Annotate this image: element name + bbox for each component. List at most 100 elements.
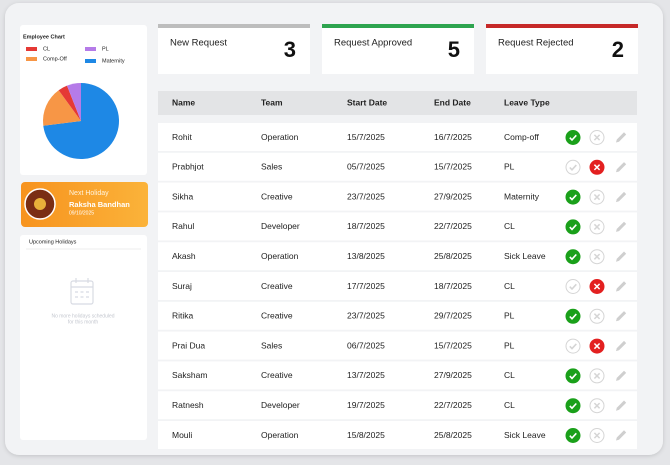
pencil-icon	[616, 251, 627, 262]
approve-circle	[565, 338, 581, 354]
edit-button[interactable]	[616, 370, 627, 381]
reject-circle	[589, 130, 605, 145]
holiday-date: 09/10/2025	[69, 210, 94, 216]
edit-button[interactable]	[616, 191, 627, 203]
pencil-icon	[616, 370, 627, 381]
empty-message: for this month	[68, 319, 99, 325]
reject-button[interactable]	[589, 249, 605, 265]
table-cell: 29/7/2025	[434, 311, 472, 321]
approve-button[interactable]	[565, 398, 581, 414]
edit-button[interactable]	[616, 251, 627, 262]
table-cell: 22/7/2025	[434, 221, 472, 231]
legend-swatch	[26, 47, 37, 51]
reject-circle	[589, 249, 605, 265]
stat-bar	[486, 24, 638, 28]
column-header: Team	[261, 97, 283, 107]
edit-button[interactable]	[616, 340, 627, 352]
pie-slice	[43, 83, 120, 159]
table-cell: 25/8/2025	[434, 251, 472, 261]
stat-label: Request Approved	[334, 38, 412, 49]
check-icon	[569, 432, 577, 440]
table-cell: 27/9/2025	[434, 370, 472, 380]
table-cell: PL	[504, 340, 515, 350]
edit-button[interactable]	[616, 221, 627, 232]
table-cell: CL	[504, 400, 515, 410]
table-cell: 13/7/2025	[347, 370, 385, 380]
approve-button[interactable]	[565, 308, 581, 324]
check-icon	[569, 373, 577, 380]
reject-button[interactable]	[589, 219, 605, 235]
table-row	[158, 301, 637, 330]
pencil-icon	[616, 162, 627, 173]
check-icon	[569, 253, 577, 261]
legend-swatch	[85, 47, 96, 51]
table-cell: Operation	[261, 132, 299, 142]
approve-button[interactable]	[565, 368, 581, 384]
table-row	[158, 421, 637, 449]
reject-button[interactable]	[589, 189, 605, 205]
table-cell: PL	[504, 311, 515, 321]
approve-button[interactable]	[565, 338, 581, 354]
approve-circle	[565, 279, 581, 294]
approve-circle	[565, 398, 581, 414]
table-header	[158, 91, 637, 115]
table-cell: Creative	[261, 370, 293, 380]
approve-button[interactable]	[565, 279, 581, 294]
edit-button[interactable]	[616, 132, 627, 143]
check-icon	[569, 313, 577, 320]
approve-button[interactable]	[565, 249, 581, 265]
legend-swatch	[26, 57, 37, 61]
table-cell: Mouli	[172, 430, 192, 440]
reject-circle	[589, 189, 605, 205]
reject-button[interactable]	[589, 428, 605, 443]
reject-button[interactable]	[589, 308, 605, 324]
x-icon	[593, 313, 601, 320]
approve-circle	[565, 308, 581, 324]
table-row	[158, 152, 637, 181]
stat-label: Request Rejected	[498, 38, 574, 49]
check-icon	[569, 224, 577, 231]
reject-button[interactable]	[589, 398, 605, 414]
reject-button[interactable]	[589, 368, 605, 384]
table-cell: 06/7/2025	[347, 340, 385, 350]
reject-button[interactable]	[589, 338, 605, 354]
reject-circle	[589, 398, 605, 414]
reject-circle	[589, 308, 605, 324]
edit-button[interactable]	[616, 281, 627, 292]
column-header: Start Date	[347, 97, 387, 107]
pencil-icon	[616, 221, 627, 232]
reject-button[interactable]	[589, 130, 605, 145]
approve-button[interactable]	[565, 130, 581, 145]
pencil-icon	[616, 311, 627, 322]
table-cell: 23/7/2025	[347, 311, 385, 321]
reject-button[interactable]	[589, 159, 605, 175]
table-row	[158, 123, 637, 151]
reject-circle	[589, 428, 605, 443]
edit-button[interactable]	[616, 311, 627, 322]
approve-circle	[565, 249, 581, 265]
edit-button[interactable]	[616, 162, 627, 173]
approve-button[interactable]	[565, 219, 581, 235]
approve-button[interactable]	[565, 428, 581, 443]
table-cell: Developer	[261, 400, 300, 410]
pie-slice	[43, 90, 81, 126]
approve-circle	[565, 368, 581, 384]
table-cell: 25/8/2025	[434, 430, 472, 440]
stat-label: New Request	[170, 38, 227, 49]
approve-button[interactable]	[565, 159, 581, 175]
x-icon	[593, 372, 601, 380]
stat-bar	[322, 24, 474, 28]
edit-button[interactable]	[616, 400, 627, 411]
column-header: Leave Type	[504, 97, 550, 107]
holiday-label: Next Holiday	[69, 190, 109, 197]
table-row	[158, 361, 637, 390]
reject-circle	[589, 368, 605, 384]
table-cell: Sick Leave	[504, 430, 546, 440]
table-cell: 15/8/2025	[347, 430, 385, 440]
approve-button[interactable]	[565, 189, 581, 205]
approve-circle	[565, 189, 581, 205]
reject-button[interactable]	[589, 279, 605, 294]
check-icon	[569, 343, 577, 350]
edit-button[interactable]	[616, 430, 627, 441]
